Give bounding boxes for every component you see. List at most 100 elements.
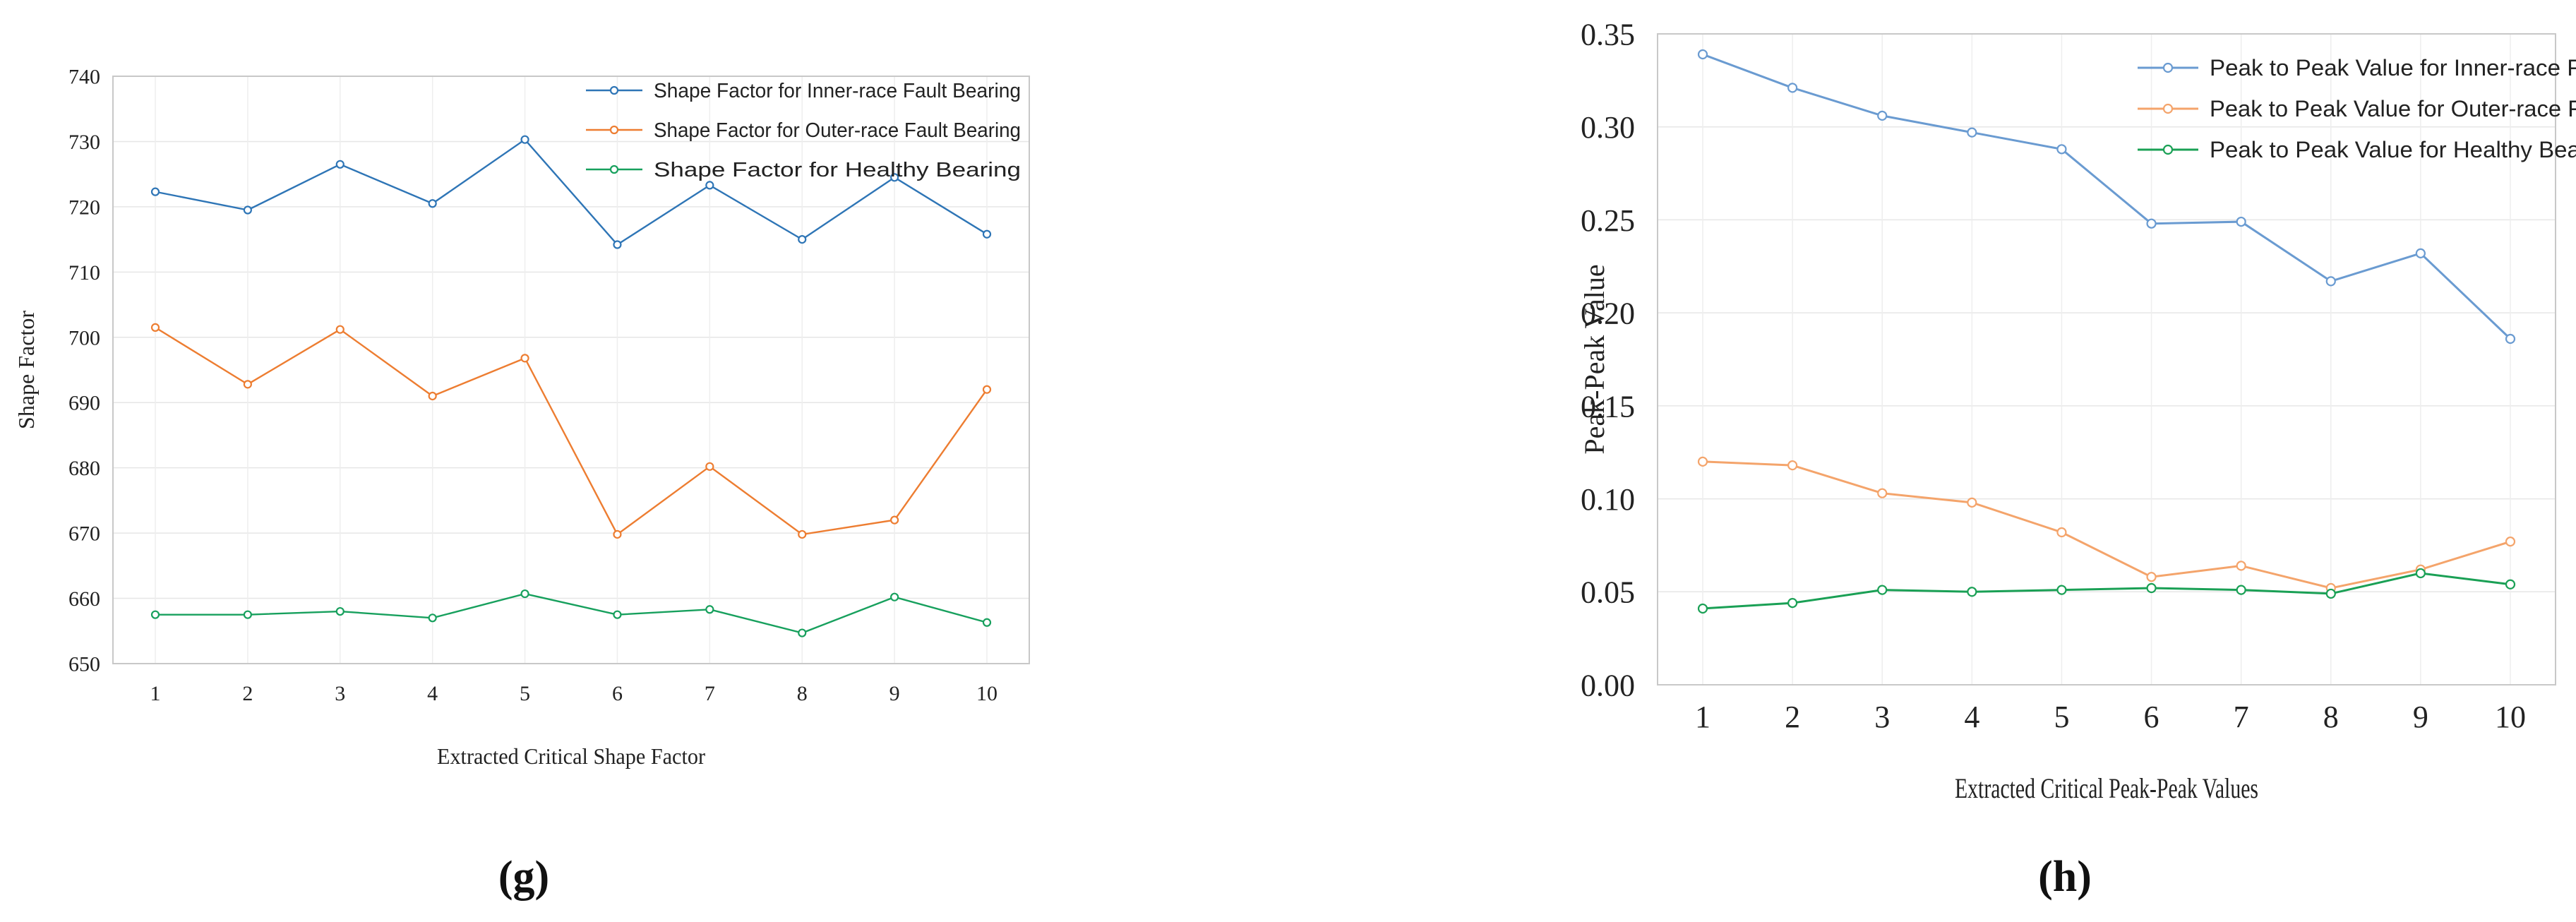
data-point xyxy=(335,325,345,334)
data-point xyxy=(890,173,899,182)
x-tick-label: 2 xyxy=(1785,700,1800,734)
data-point xyxy=(243,380,252,389)
x-tick-label: 7 xyxy=(2234,700,2249,734)
data-point xyxy=(2325,588,2336,599)
legend-label: Peak to Peak Value for Inner-race Fault xyxy=(2210,55,2576,80)
y-tick-label: 730 xyxy=(68,131,100,154)
data-point xyxy=(243,205,252,215)
data-point xyxy=(428,391,437,401)
data-point xyxy=(705,181,714,190)
y-tick-label: 0.20 xyxy=(1581,297,1635,331)
legend-label: Peak to Peak Value for Healthy Bearing xyxy=(2210,137,2576,162)
data-point xyxy=(1787,460,1798,471)
data-point xyxy=(2236,216,2246,227)
data-point xyxy=(2236,561,2246,571)
legend-marker xyxy=(609,125,619,135)
series-line xyxy=(1702,53,2512,340)
data-point xyxy=(150,323,160,333)
data-point xyxy=(890,515,899,525)
y-tick-label: 0.15 xyxy=(1581,389,1635,424)
plot-frame xyxy=(112,76,1030,664)
legend-marker xyxy=(2162,144,2174,155)
data-point xyxy=(150,610,160,619)
y-tick-label: 700 xyxy=(68,326,100,349)
data-point xyxy=(1697,456,1708,467)
panel-label: (h) xyxy=(2038,853,2092,901)
y-tick-label: 0.10 xyxy=(1581,482,1635,517)
y-axis-label: Peak-Peak Value xyxy=(1578,264,1610,454)
data-point xyxy=(1877,488,1888,498)
y-tick-label: 660 xyxy=(68,587,100,611)
data-point xyxy=(798,235,807,244)
data-point xyxy=(2056,585,2067,595)
data-point xyxy=(2146,582,2157,594)
legend-label: Peak to Peak Value for Outer-race Fault xyxy=(2210,96,2576,121)
data-point xyxy=(2505,537,2516,547)
data-point xyxy=(150,187,160,196)
x-tick-label: 3 xyxy=(335,682,345,705)
y-tick-label: 0.05 xyxy=(1581,575,1635,610)
x-tick-label: 4 xyxy=(1964,700,1979,734)
data-point xyxy=(2505,333,2516,345)
data-point xyxy=(520,589,529,599)
y-tick-label: 650 xyxy=(68,653,100,676)
series-line xyxy=(155,138,988,246)
legend-label: Shape Factor for Outer-race Fault Bearin… xyxy=(654,119,1021,142)
data-point xyxy=(2146,218,2157,229)
legend-marker xyxy=(2162,103,2174,114)
data-point xyxy=(2325,276,2336,287)
data-point xyxy=(890,592,899,601)
data-point xyxy=(798,529,807,539)
data-point xyxy=(1697,49,1708,60)
x-tick-label: 1 xyxy=(1695,700,1711,734)
x-tick-label: 7 xyxy=(705,682,715,705)
data-point xyxy=(1877,110,1888,121)
x-tick-label: 3 xyxy=(1874,700,1890,734)
data-point xyxy=(705,462,714,471)
x-tick-label: 8 xyxy=(2323,700,2339,734)
panel-label: (g) xyxy=(498,853,549,901)
data-point xyxy=(1787,597,1798,609)
data-point xyxy=(2056,527,2067,538)
data-point xyxy=(2505,579,2516,589)
x-tick-label: 1 xyxy=(150,682,161,705)
y-tick-label: 740 xyxy=(68,66,100,89)
data-point xyxy=(1787,83,1798,93)
x-tick-label: 2 xyxy=(242,682,253,705)
data-point xyxy=(428,199,437,208)
x-axis-label: Extracted Critical Peak-Peak Values xyxy=(1955,772,2258,804)
data-point xyxy=(520,135,529,144)
y-tick-label: 670 xyxy=(68,522,100,546)
series-line xyxy=(155,592,988,634)
data-point xyxy=(1967,497,1977,508)
x-tick-label: 6 xyxy=(2144,700,2159,734)
data-point xyxy=(613,610,622,619)
y-tick-label: 690 xyxy=(68,392,100,415)
data-point xyxy=(1877,585,1888,595)
data-point xyxy=(2056,144,2067,155)
y-tick-label: 0.35 xyxy=(1581,17,1635,52)
data-point xyxy=(1697,603,1708,614)
data-point xyxy=(982,385,992,394)
legend-label: Shape Factor for Healthy Bearing xyxy=(654,159,1021,181)
y-tick-label: 0.25 xyxy=(1581,203,1635,238)
data-point xyxy=(2415,248,2426,258)
x-tick-label: 5 xyxy=(2054,700,2069,734)
y-tick-label: 0.00 xyxy=(1581,668,1635,702)
data-point xyxy=(335,160,345,169)
data-point xyxy=(2146,572,2157,582)
legend-label: Shape Factor for Inner-race Fault Bearin… xyxy=(654,80,1021,102)
data-point xyxy=(613,240,622,249)
data-point xyxy=(2415,568,2426,579)
x-tick-label: 6 xyxy=(612,682,623,705)
y-tick-label: 0.30 xyxy=(1581,110,1635,145)
x-tick-label: 9 xyxy=(2413,700,2428,734)
x-tick-label: 8 xyxy=(797,682,808,705)
y-tick-label: 720 xyxy=(68,196,100,219)
data-point xyxy=(428,613,437,623)
data-point xyxy=(520,354,529,363)
plot-frame xyxy=(1657,33,2556,685)
data-point xyxy=(982,229,992,239)
